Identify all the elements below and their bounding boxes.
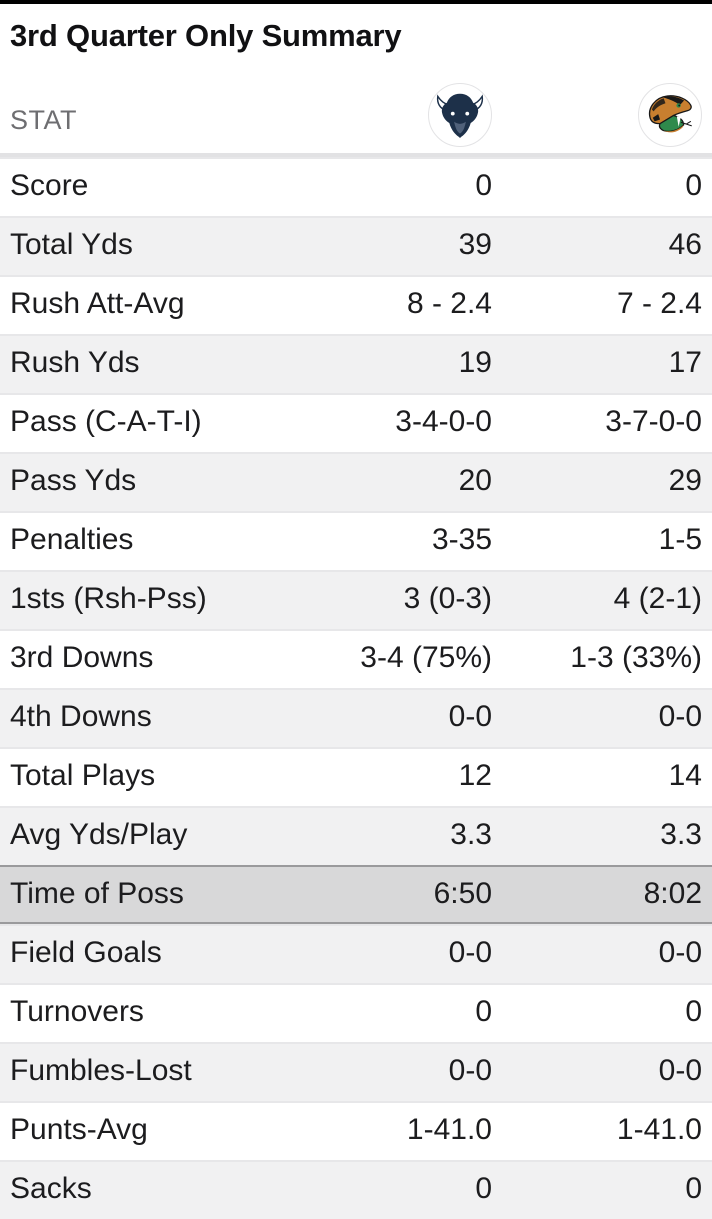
table-row: Time of Poss 6:50 8:02	[0, 864, 712, 924]
stat-label: Rush Yds	[10, 346, 140, 380]
team2-value: 17	[668, 346, 702, 380]
team1-value: 0	[475, 169, 492, 203]
team1-value: 0-0	[448, 936, 492, 970]
team2-value: 0-0	[658, 700, 702, 734]
team1-value: 1-41.0	[406, 1113, 492, 1147]
stat-label: Penalties	[10, 523, 134, 557]
team2-value: 0-0	[658, 1054, 702, 1088]
table-header: STAT	[0, 56, 712, 153]
table-row: Total Plays 12 14	[0, 746, 712, 806]
stat-label: Rush Att-Avg	[10, 287, 185, 321]
team2-value: 29	[668, 464, 702, 498]
stat-label: Total Plays	[10, 759, 156, 793]
team2-value: 0	[685, 169, 702, 203]
team2-value: 0	[685, 1172, 702, 1206]
team1-value: 39	[458, 228, 492, 262]
table-row: Avg Yds/Play 3.3 3.3	[0, 805, 712, 865]
rattlesnake-logo-icon	[638, 82, 702, 147]
stat-label: 3rd Downs	[10, 641, 154, 675]
stat-label: Total Yds	[10, 228, 133, 262]
table-row: Fumbles-Lost 0-0 0-0	[0, 1041, 712, 1101]
stats-table: Score 0 0 Total Yds 39 46 Rush Att-Avg 8…	[0, 156, 712, 1219]
team1-value: 3-4 (75%)	[360, 641, 492, 675]
team1-value: 0	[475, 995, 492, 1029]
stat-label: Sacks	[10, 1172, 92, 1206]
stat-label: Time of Poss	[10, 877, 184, 911]
stat-label: Punts-Avg	[10, 1113, 148, 1147]
header-separator	[0, 152, 712, 157]
table-row: Pass (C-A-T-I) 3-4-0-0 3-7-0-0	[0, 392, 712, 452]
table-row: Total Yds 39 46	[0, 215, 712, 275]
table-row: Turnovers 0 0	[0, 982, 712, 1042]
table-row: Pass Yds 20 29	[0, 451, 712, 511]
team1-value: 3-35	[431, 523, 492, 557]
team2-value: 4 (2-1)	[613, 582, 702, 616]
team2-value: 1-41.0	[616, 1113, 702, 1147]
team1-value: 20	[458, 464, 492, 498]
table-row: Punts-Avg 1-41.0 1-41.0	[0, 1100, 712, 1160]
team2-value: 0-0	[658, 936, 702, 970]
stat-label: Pass (C-A-T-I)	[10, 405, 202, 439]
team2-value: 14	[668, 759, 702, 793]
team2-value: 0	[685, 995, 702, 1029]
team1-value: 0-0	[448, 1054, 492, 1088]
stat-label: 1sts (Rsh-Pss)	[10, 582, 207, 616]
team1-value: 0-0	[448, 700, 492, 734]
team2-value: 8:02	[643, 877, 702, 911]
team1-value: 3.3	[450, 818, 492, 852]
team1-value: 19	[458, 346, 492, 380]
team2-header-cell	[502, 82, 712, 153]
stat-label: Fumbles-Lost	[10, 1054, 192, 1088]
table-row: Field Goals 0-0 0-0	[0, 923, 712, 983]
stat-label: Pass Yds	[10, 464, 137, 498]
stat-column-header: STAT	[10, 104, 77, 135]
team2-value: 1-3 (33%)	[570, 641, 702, 675]
team2-value: 7 - 2.4	[616, 287, 702, 321]
team1-value: 12	[458, 759, 492, 793]
table-row: Rush Yds 19 17	[0, 333, 712, 393]
team1-value: 3 (0-3)	[403, 582, 492, 616]
table-row: 1sts (Rsh-Pss) 3 (0-3) 4 (2-1)	[0, 569, 712, 629]
stat-label: Turnovers	[10, 995, 144, 1029]
table-row: 3rd Downs 3-4 (75%) 1-3 (33%)	[0, 628, 712, 688]
stat-label: Avg Yds/Play	[10, 818, 188, 852]
stat-label: 4th Downs	[10, 700, 152, 734]
team1-value: 6:50	[433, 877, 492, 911]
team2-value: 3.3	[660, 818, 702, 852]
team1-value: 3-4-0-0	[395, 405, 492, 439]
table-row: Rush Att-Avg 8 - 2.4 7 - 2.4	[0, 274, 712, 334]
table-row: Score 0 0	[0, 156, 712, 216]
team2-value: 46	[668, 228, 702, 262]
table-row: Sacks 0 0	[0, 1159, 712, 1219]
stat-label: Field Goals	[10, 936, 162, 970]
team2-value: 3-7-0-0	[605, 405, 702, 439]
team2-value: 1-5	[658, 523, 702, 557]
team1-value: 8 - 2.4	[406, 287, 492, 321]
stat-label: Score	[10, 169, 89, 203]
table-row: Penalties 3-35 1-5	[0, 510, 712, 570]
team1-value: 0	[475, 1172, 492, 1206]
table-row: 4th Downs 0-0 0-0	[0, 687, 712, 747]
bison-logo-icon	[428, 82, 492, 147]
page-title: 3rd Quarter Only Summary	[10, 18, 402, 53]
top-accent-bar	[0, 0, 712, 4]
team1-header-cell	[287, 82, 502, 153]
